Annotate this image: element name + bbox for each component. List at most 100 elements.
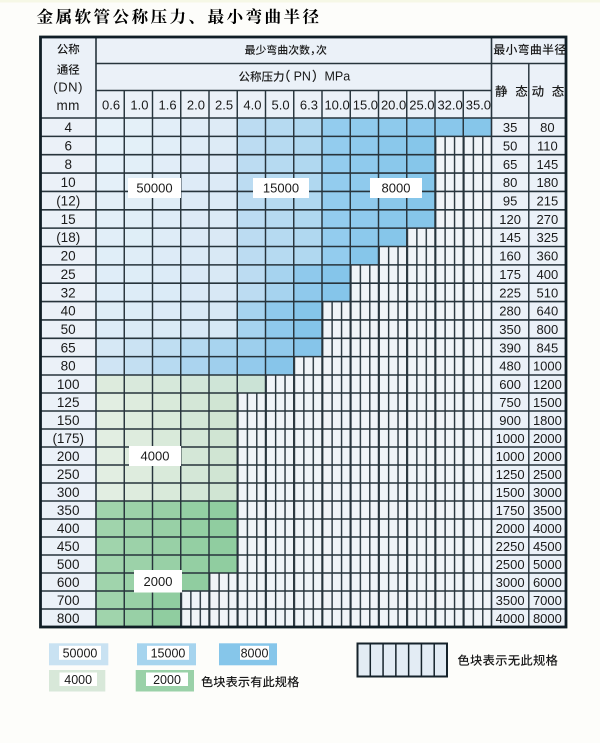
svg-text:15.0: 15.0 (353, 97, 378, 112)
svg-text:(18): (18) (56, 230, 80, 245)
svg-text:120: 120 (499, 212, 521, 227)
svg-text:150: 150 (57, 413, 80, 428)
svg-text:390: 390 (499, 340, 521, 355)
svg-text:500: 500 (57, 557, 80, 572)
svg-text:1500: 1500 (496, 485, 525, 500)
svg-text:1800: 1800 (533, 413, 562, 428)
svg-text:3000: 3000 (496, 575, 525, 590)
svg-text:95: 95 (503, 194, 517, 209)
svg-text:215: 215 (537, 194, 559, 209)
svg-text:2000: 2000 (496, 521, 525, 536)
svg-text:15000: 15000 (263, 181, 299, 196)
svg-text:40: 40 (61, 304, 76, 319)
svg-text:145: 145 (537, 157, 559, 172)
svg-text:600: 600 (499, 377, 521, 392)
svg-text:270: 270 (537, 212, 559, 227)
svg-text:80: 80 (540, 120, 554, 135)
svg-text:1.6: 1.6 (159, 97, 177, 112)
svg-text:4000: 4000 (496, 611, 525, 626)
svg-text:32: 32 (61, 285, 76, 300)
svg-text:350: 350 (57, 503, 80, 518)
svg-text:1000: 1000 (496, 431, 525, 446)
svg-text:145: 145 (499, 230, 521, 245)
svg-text:100: 100 (57, 377, 80, 392)
svg-text:480: 480 (499, 359, 521, 374)
svg-text:(175): (175) (52, 431, 84, 446)
svg-text:900: 900 (499, 413, 521, 428)
svg-text:640: 640 (537, 304, 559, 319)
svg-text:700: 700 (57, 593, 80, 608)
svg-text:5.0: 5.0 (272, 97, 290, 112)
svg-text:1750: 1750 (496, 503, 525, 518)
svg-text:8000: 8000 (241, 647, 269, 661)
svg-text:20: 20 (61, 249, 76, 264)
svg-text:2250: 2250 (496, 539, 525, 554)
svg-text:0.6: 0.6 (102, 97, 120, 112)
svg-text:2500: 2500 (533, 467, 562, 482)
svg-text:25: 25 (61, 267, 76, 282)
svg-text:50: 50 (503, 138, 517, 153)
svg-text:15000: 15000 (151, 647, 186, 661)
svg-text:mm: mm (56, 98, 80, 113)
svg-text:800: 800 (57, 611, 80, 626)
svg-text:8: 8 (64, 157, 72, 172)
svg-text:250: 250 (57, 467, 80, 482)
svg-text:125: 125 (57, 395, 80, 410)
svg-text:200: 200 (57, 449, 80, 464)
svg-text:50000: 50000 (63, 647, 98, 661)
svg-text:15: 15 (61, 212, 76, 227)
svg-text:1200: 1200 (533, 377, 562, 392)
svg-text:3500: 3500 (496, 593, 525, 608)
svg-text:1250: 1250 (496, 467, 525, 482)
svg-text:4.0: 4.0 (243, 97, 261, 112)
svg-text:4000: 4000 (64, 673, 92, 687)
svg-text:65: 65 (503, 157, 517, 172)
svg-text:80: 80 (503, 175, 517, 190)
svg-text:450: 450 (57, 539, 80, 554)
svg-text:800: 800 (537, 322, 559, 337)
svg-text:8000: 8000 (382, 181, 411, 196)
svg-text:1000: 1000 (533, 359, 562, 374)
svg-text:1500: 1500 (533, 395, 562, 410)
svg-text:(DN): (DN) (53, 80, 83, 95)
svg-text:400: 400 (537, 267, 559, 282)
svg-text:10: 10 (61, 175, 76, 190)
svg-text:4000: 4000 (141, 449, 170, 464)
svg-text:845: 845 (537, 340, 559, 355)
svg-text:6: 6 (64, 138, 72, 153)
svg-text:4500: 4500 (533, 539, 562, 554)
svg-text:(12): (12) (56, 194, 80, 209)
svg-text:7000: 7000 (533, 593, 562, 608)
svg-text:400: 400 (57, 521, 80, 536)
svg-text:6.3: 6.3 (300, 97, 318, 112)
svg-text:4: 4 (64, 120, 72, 135)
svg-text:2000: 2000 (533, 431, 562, 446)
svg-text:175: 175 (499, 267, 521, 282)
svg-text:3000: 3000 (533, 485, 562, 500)
svg-text:8000: 8000 (533, 611, 562, 626)
svg-text:110: 110 (537, 138, 558, 153)
svg-text:3500: 3500 (533, 503, 562, 518)
svg-text:65: 65 (61, 340, 76, 355)
svg-text:5000: 5000 (533, 557, 562, 572)
svg-text:MPa: MPa (325, 70, 351, 84)
svg-text:80: 80 (61, 359, 76, 374)
svg-text:1000: 1000 (496, 449, 525, 464)
svg-text:32.0: 32.0 (437, 97, 462, 112)
svg-text:2.5: 2.5 (215, 97, 233, 112)
svg-text:2000: 2000 (144, 574, 173, 589)
svg-text:35.0: 35.0 (466, 97, 491, 112)
svg-text:20.0: 20.0 (381, 97, 406, 112)
svg-text:2000: 2000 (153, 673, 181, 687)
svg-text:750: 750 (499, 395, 521, 410)
svg-text:35: 35 (503, 120, 517, 135)
svg-text:225: 225 (499, 285, 521, 300)
svg-text:PN: PN (294, 70, 311, 84)
svg-text:280: 280 (499, 304, 521, 319)
svg-text:2500: 2500 (496, 557, 525, 572)
svg-text:2000: 2000 (533, 449, 562, 464)
svg-text:160: 160 (499, 249, 521, 264)
svg-text:25.0: 25.0 (409, 97, 434, 112)
svg-text:1.0: 1.0 (130, 97, 148, 112)
svg-text:6000: 6000 (533, 575, 562, 590)
